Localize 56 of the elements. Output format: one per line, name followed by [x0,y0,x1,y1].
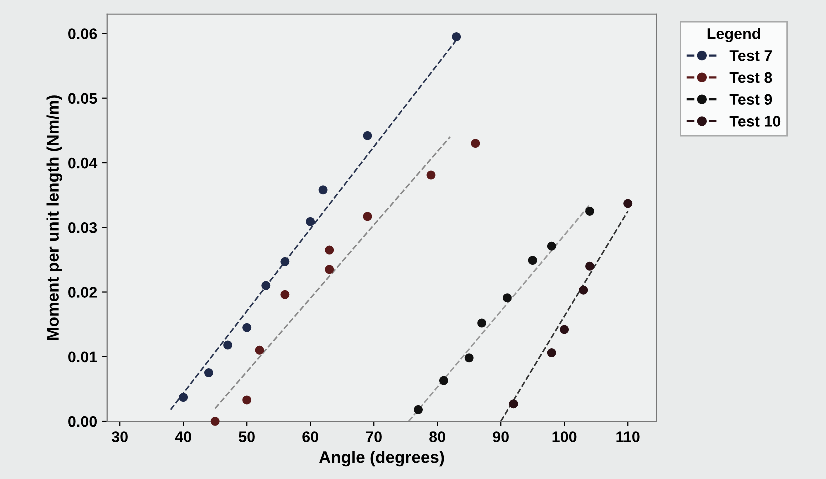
point [579,286,588,295]
point [452,32,462,42]
y-tick-label: 0.04 [68,158,98,169]
point [325,265,334,274]
point [560,325,570,334]
point [471,139,480,148]
legend-label: Test 8 [730,72,772,84]
y-tick-label: 0.05 [68,93,98,104]
x-axis-title: Angle (degrees) [319,451,444,467]
point [547,242,556,251]
y-tick-label: 0.00 [68,416,98,428]
point [255,346,264,355]
point [179,393,188,402]
point [509,400,518,409]
x-tick-label: 50 [239,432,255,442]
point [478,318,487,328]
x-tick-label: 100 [552,432,577,442]
x-tick-label: 40 [175,432,192,442]
point [204,368,214,378]
point [280,290,290,300]
y-axis-title: Moment per unit length (Nm/m) [46,96,62,340]
point [242,323,252,332]
legend-label: Test 9 [730,94,772,106]
x-tick-label: 30 [112,432,128,442]
point [242,396,252,405]
point [363,212,372,222]
point [306,217,316,226]
point [224,340,233,350]
point [585,262,594,271]
point [439,376,448,386]
point [502,294,512,303]
y-tick-label: 0.02 [68,287,98,298]
point [528,256,538,266]
point [210,417,220,426]
point [414,405,424,414]
point [318,186,328,195]
legend-label: Test 10 [730,116,781,127]
point [624,199,633,208]
point [585,206,594,216]
y-tick-label: 0.03 [68,222,98,234]
point [464,354,474,363]
x-tick-label: 90 [493,432,509,442]
point [262,281,271,290]
point [547,348,556,358]
point [280,257,290,266]
x-tick-label: 80 [430,432,446,442]
point [426,170,436,180]
legend-title: Legend [708,28,760,42]
y-tick-label: 0.01 [68,352,98,363]
x-tick-label: 60 [302,432,318,442]
point [325,246,334,255]
x-tick-label: 70 [366,432,382,442]
point [363,131,372,140]
x-tick-label: 110 [616,432,640,442]
legend-label: Test 7 [730,50,772,62]
y-tick-label: 0.06 [68,28,98,40]
